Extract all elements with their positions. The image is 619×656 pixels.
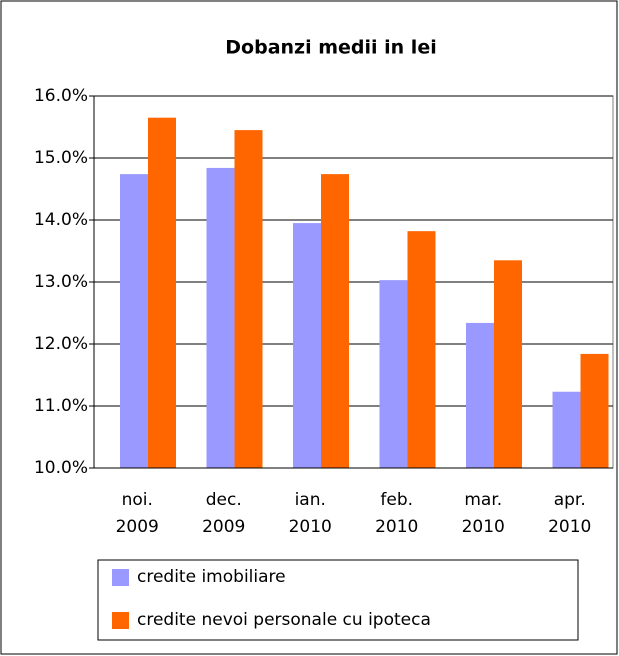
y-tick-label: 13.0% (34, 272, 88, 292)
y-tick-label: 11.0% (34, 396, 88, 416)
legend (97, 559, 579, 641)
bar (321, 174, 349, 468)
bar (148, 117, 176, 468)
x-tick-label: mar. 2010 (462, 490, 505, 537)
legend-label: credite imobiliare (137, 567, 286, 587)
x-tick-label: feb. 2010 (375, 490, 418, 537)
x-tick-label: ian. 2010 (289, 490, 332, 537)
bar (494, 260, 522, 468)
y-tick-label: 15.0% (34, 148, 88, 168)
x-tick-label: noi. 2009 (116, 490, 159, 537)
bar (120, 174, 148, 468)
legend-swatch (112, 612, 129, 629)
y-tick-label: 10.0% (34, 458, 88, 478)
bar (293, 223, 321, 468)
bar (580, 353, 609, 468)
bar (206, 167, 235, 469)
y-tick-label: 12.0% (34, 334, 88, 354)
chart-title: Dobanzi medii in lei (225, 37, 436, 59)
legend-label: credite nevoi personale cu ipoteca (137, 610, 431, 630)
bar (552, 391, 581, 468)
bar (466, 322, 494, 468)
x-tick-label: dec. 2009 (202, 490, 245, 537)
y-tick-label: 16.0% (34, 86, 88, 106)
y-tick-label: 14.0% (34, 210, 88, 230)
bar (234, 130, 263, 468)
x-tick-label: apr. 2010 (548, 490, 591, 537)
bar (379, 280, 408, 468)
bar (407, 231, 436, 468)
legend-swatch (112, 569, 129, 586)
